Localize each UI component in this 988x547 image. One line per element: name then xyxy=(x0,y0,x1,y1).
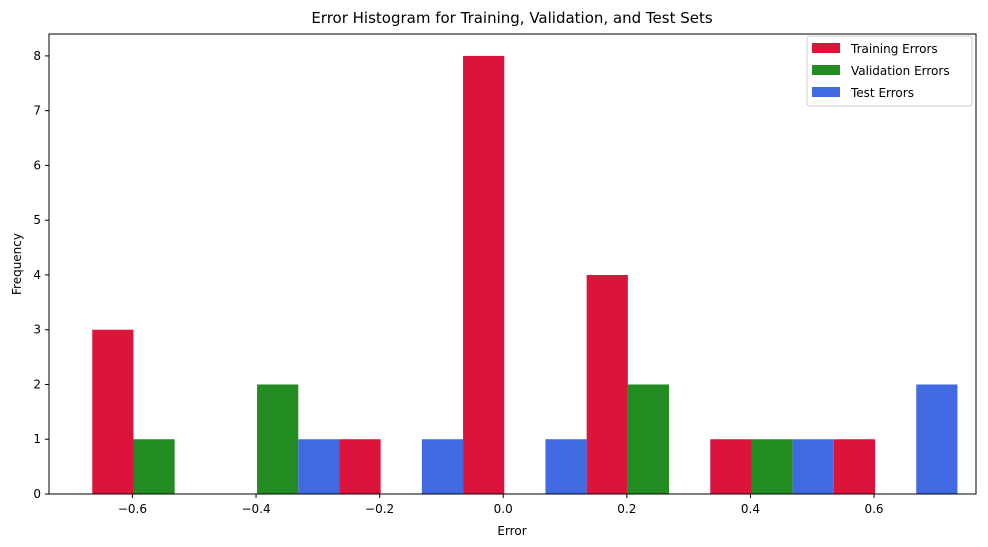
y-tick-label: 1 xyxy=(33,432,41,446)
bar-test-errors-5 xyxy=(792,439,834,494)
bar-validation-errors-5 xyxy=(751,439,793,494)
bar-validation-errors-4 xyxy=(627,384,670,494)
legend-box xyxy=(806,35,973,107)
chart-title: Error Histogram for Training, Validation… xyxy=(311,9,713,27)
y-tick-label: 3 xyxy=(33,323,41,337)
bar-test-errors-6 xyxy=(916,384,958,494)
plot-frame xyxy=(48,33,977,495)
legend: Training Errors Validation Errors Test Err… xyxy=(806,35,973,107)
legend-label: Training Errors xyxy=(850,42,938,56)
bar-training-errors-5 xyxy=(710,439,752,494)
x-tick-label: −0.2 xyxy=(365,502,394,516)
x-tick-label: 0.0 xyxy=(494,502,513,516)
bar-test-errors-2 xyxy=(421,439,464,494)
y-tick-label: 0 xyxy=(33,487,41,501)
x-axis: −0.6 −0.4 −0.2 0.0 0.2 0.4 0.6 xyxy=(118,494,884,516)
x-tick-label: −0.6 xyxy=(118,502,147,516)
y-tick-label: 2 xyxy=(33,377,41,391)
x-tick-label: 0.4 xyxy=(741,502,760,516)
legend-label: Validation Errors xyxy=(851,64,950,78)
x-tick-label: −0.4 xyxy=(241,502,270,516)
bar-validation-errors-0 xyxy=(133,439,175,494)
bar-training-errors-4 xyxy=(586,274,628,494)
x-tick-label: 0.6 xyxy=(864,502,883,516)
y-axis: 0 1 2 3 4 5 6 7 8 xyxy=(33,49,49,501)
x-tick-label: 0.2 xyxy=(617,502,636,516)
bar-validation-errors-1 xyxy=(257,384,299,494)
legend-label: Test Errors xyxy=(850,86,914,100)
y-tick-label: 7 xyxy=(33,104,41,118)
legend-swatch xyxy=(812,87,840,97)
bar-test-errors-1 xyxy=(298,439,340,494)
bar-training-errors-2 xyxy=(339,439,381,494)
x-axis-label: Error xyxy=(497,524,526,538)
bar-training-errors-0 xyxy=(92,329,134,494)
y-tick-label: 5 xyxy=(33,213,41,227)
bar-training-errors-3 xyxy=(463,55,505,495)
bars-group xyxy=(92,55,958,495)
bar-training-errors-6 xyxy=(833,439,876,494)
bar-test-errors-3 xyxy=(545,439,587,494)
y-tick-label: 8 xyxy=(33,49,41,63)
legend-swatch xyxy=(812,65,840,75)
y-tick-label: 6 xyxy=(33,158,41,172)
y-axis-label: Frequency xyxy=(10,233,24,295)
legend-swatch xyxy=(812,43,840,53)
y-tick-label: 4 xyxy=(33,268,41,282)
